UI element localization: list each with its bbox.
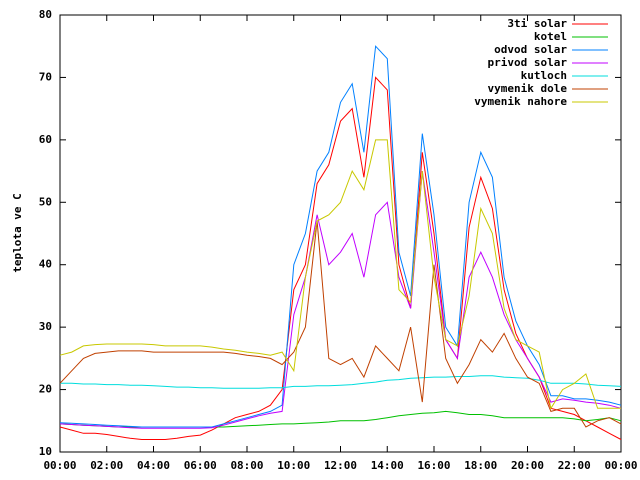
x-tick-label: 16:00 xyxy=(417,459,450,472)
legend-label: privod solar xyxy=(488,56,568,69)
y-tick-label: 10 xyxy=(39,445,52,458)
x-tick-label: 00:00 xyxy=(43,459,76,472)
legend-label: kotel xyxy=(534,30,567,43)
series-line xyxy=(59,410,622,428)
y-tick-label: 70 xyxy=(39,70,52,83)
x-tick-label: 06:00 xyxy=(184,459,217,472)
x-tick-label: 14:00 xyxy=(371,459,404,472)
y-axis-label: teplota ve C xyxy=(11,193,24,272)
x-tick-label: 20:00 xyxy=(511,459,544,472)
x-tick-label: 08:00 xyxy=(230,459,263,472)
x-tick-label: 00:00 xyxy=(604,459,637,472)
y-tick-label: 20 xyxy=(39,383,52,396)
series-line xyxy=(59,139,621,410)
legend-label: vymenik nahore xyxy=(474,95,567,108)
legend-label: odvod solar xyxy=(494,43,567,56)
series-line xyxy=(60,375,622,389)
x-tick-label: 12:00 xyxy=(324,459,357,472)
legend-label: vymenik dole xyxy=(488,82,568,95)
x-tick-label: 18:00 xyxy=(464,459,497,472)
x-tick-label: 04:00 xyxy=(137,459,170,472)
x-tick-label: 22:00 xyxy=(558,459,591,472)
x-tick-label: 10:00 xyxy=(277,459,310,472)
y-tick-label: 80 xyxy=(39,8,52,21)
series-line xyxy=(59,220,622,428)
y-tick-label: 60 xyxy=(39,133,52,146)
legend-label: kutloch xyxy=(521,69,567,82)
series-line xyxy=(59,171,622,429)
y-tick-label: 50 xyxy=(39,195,52,208)
y-tick-label: 40 xyxy=(39,258,52,271)
x-tick-label: 02:00 xyxy=(90,459,123,472)
legend-label: 3ti solar xyxy=(507,17,567,30)
y-tick-label: 30 xyxy=(39,320,52,333)
